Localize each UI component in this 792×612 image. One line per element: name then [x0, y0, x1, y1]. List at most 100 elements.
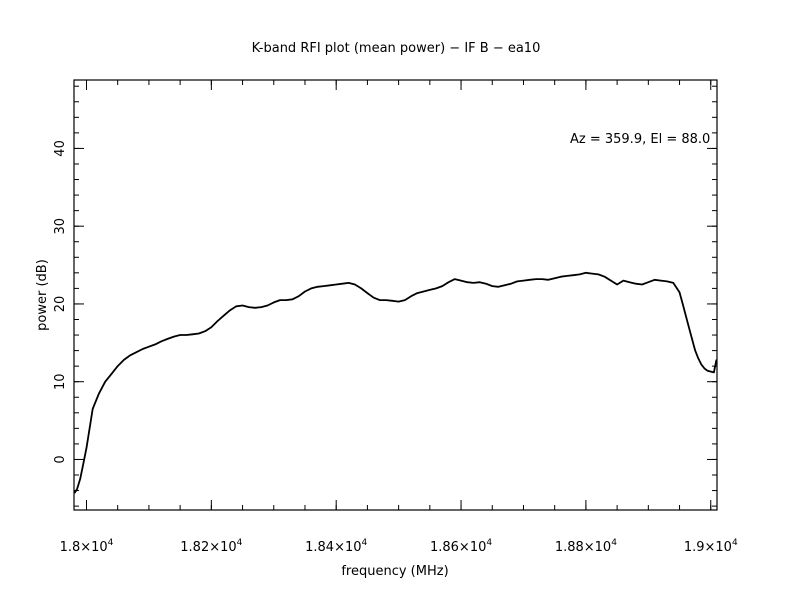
data-point — [700, 364, 703, 366]
data-point — [516, 280, 518, 282]
data-point — [547, 279, 550, 281]
data-point — [160, 340, 162, 342]
data-point — [316, 286, 319, 288]
data-point — [229, 309, 231, 311]
data-point — [85, 447, 88, 449]
data-point — [541, 278, 543, 280]
y-tick-labels: 0 10 20 30 40 — [53, 140, 68, 463]
data-point — [167, 338, 169, 340]
data-point — [360, 287, 362, 289]
data-point — [610, 280, 612, 282]
data-point — [92, 408, 94, 410]
data-point — [204, 330, 206, 332]
data-point — [76, 488, 78, 490]
data-point — [697, 357, 699, 359]
plot-area — [73, 79, 718, 511]
data-point — [579, 273, 581, 275]
data-point — [298, 295, 300, 297]
data-point — [410, 295, 412, 297]
data-point — [129, 354, 131, 356]
data-point — [597, 273, 600, 275]
data-point — [185, 334, 187, 336]
data-point — [142, 348, 144, 350]
data-point — [448, 281, 450, 283]
x-tick-exponent: 4 — [362, 538, 368, 548]
data-point — [82, 462, 84, 464]
data-point — [260, 306, 262, 308]
data-point — [341, 283, 343, 285]
data-point — [485, 283, 487, 285]
data-point — [266, 304, 269, 307]
data-point — [279, 299, 281, 301]
x-tick-mantissa: 1.86×10 — [430, 540, 486, 555]
data-point — [685, 315, 687, 317]
x-tick-mantissa: 1.8×10 — [60, 540, 108, 555]
data-point — [323, 285, 325, 287]
data-point — [703, 367, 706, 370]
data-point — [472, 282, 475, 284]
data-point — [522, 280, 525, 282]
data-point — [104, 381, 106, 383]
data-point — [641, 283, 643, 286]
x-tick-label: 1.8×104 — [60, 538, 114, 555]
data-point — [285, 299, 287, 301]
data-point — [398, 301, 400, 303]
data-point — [385, 299, 387, 301]
data-point — [497, 286, 500, 288]
data-point — [335, 283, 337, 286]
data-point — [74, 492, 76, 494]
x-tick-mantissa: 1.9×10 — [684, 540, 732, 555]
data-point — [354, 283, 356, 286]
data-point — [715, 359, 718, 361]
data-point — [454, 278, 456, 280]
data-point — [707, 370, 709, 372]
data-point — [210, 326, 212, 328]
data-point — [154, 343, 156, 345]
data-point — [329, 284, 331, 286]
x-tick-exponent: 4 — [611, 538, 617, 548]
data-point — [585, 272, 587, 274]
x-tick-labels: 1.8×104 1.82×104 1.84×104 1.86×104 1.88×104 1… — [60, 538, 738, 555]
data-point — [616, 283, 618, 286]
data-point — [123, 359, 125, 361]
data-point — [572, 274, 575, 276]
x-tick-label: 1.88×104 — [555, 538, 617, 555]
data-point — [217, 320, 219, 322]
series-line-0 — [73, 271, 718, 494]
data-point — [135, 351, 137, 353]
chart-title: K-band RFI plot (mean power) − IF B − ea… — [252, 41, 541, 56]
data-point — [560, 276, 562, 278]
data-point — [248, 306, 250, 308]
data-point — [79, 478, 81, 480]
y-tick-label: 10 — [53, 373, 68, 390]
data-point — [404, 299, 406, 301]
data-point — [647, 281, 649, 283]
data-point — [591, 273, 593, 275]
x-tick-exponent: 4 — [108, 538, 114, 548]
x-tick-label: 1.82×104 — [180, 538, 242, 555]
x-tick-exponent: 4 — [237, 538, 243, 548]
data-point — [554, 277, 556, 279]
x-tick-label: 1.84×104 — [305, 538, 367, 555]
data-point — [666, 280, 668, 282]
data-point — [254, 307, 256, 309]
plot-frame — [73, 79, 718, 511]
data-point — [223, 315, 225, 317]
data-point — [535, 278, 537, 280]
y-tick-label: 20 — [53, 296, 68, 313]
data-point — [660, 280, 662, 282]
data-point — [566, 275, 568, 277]
data-point — [373, 297, 375, 299]
x-tick-label: 1.86×104 — [430, 538, 492, 555]
data-point — [510, 283, 512, 285]
data-point — [466, 281, 468, 283]
data-point — [235, 305, 237, 307]
data-point — [713, 371, 715, 373]
data-point — [635, 283, 637, 285]
data-point — [479, 281, 481, 283]
y-tick-label: 0 — [53, 455, 68, 463]
data-point — [291, 298, 294, 300]
y-tick-label: 40 — [53, 140, 68, 157]
data-point — [688, 326, 690, 328]
data-point — [366, 292, 368, 294]
